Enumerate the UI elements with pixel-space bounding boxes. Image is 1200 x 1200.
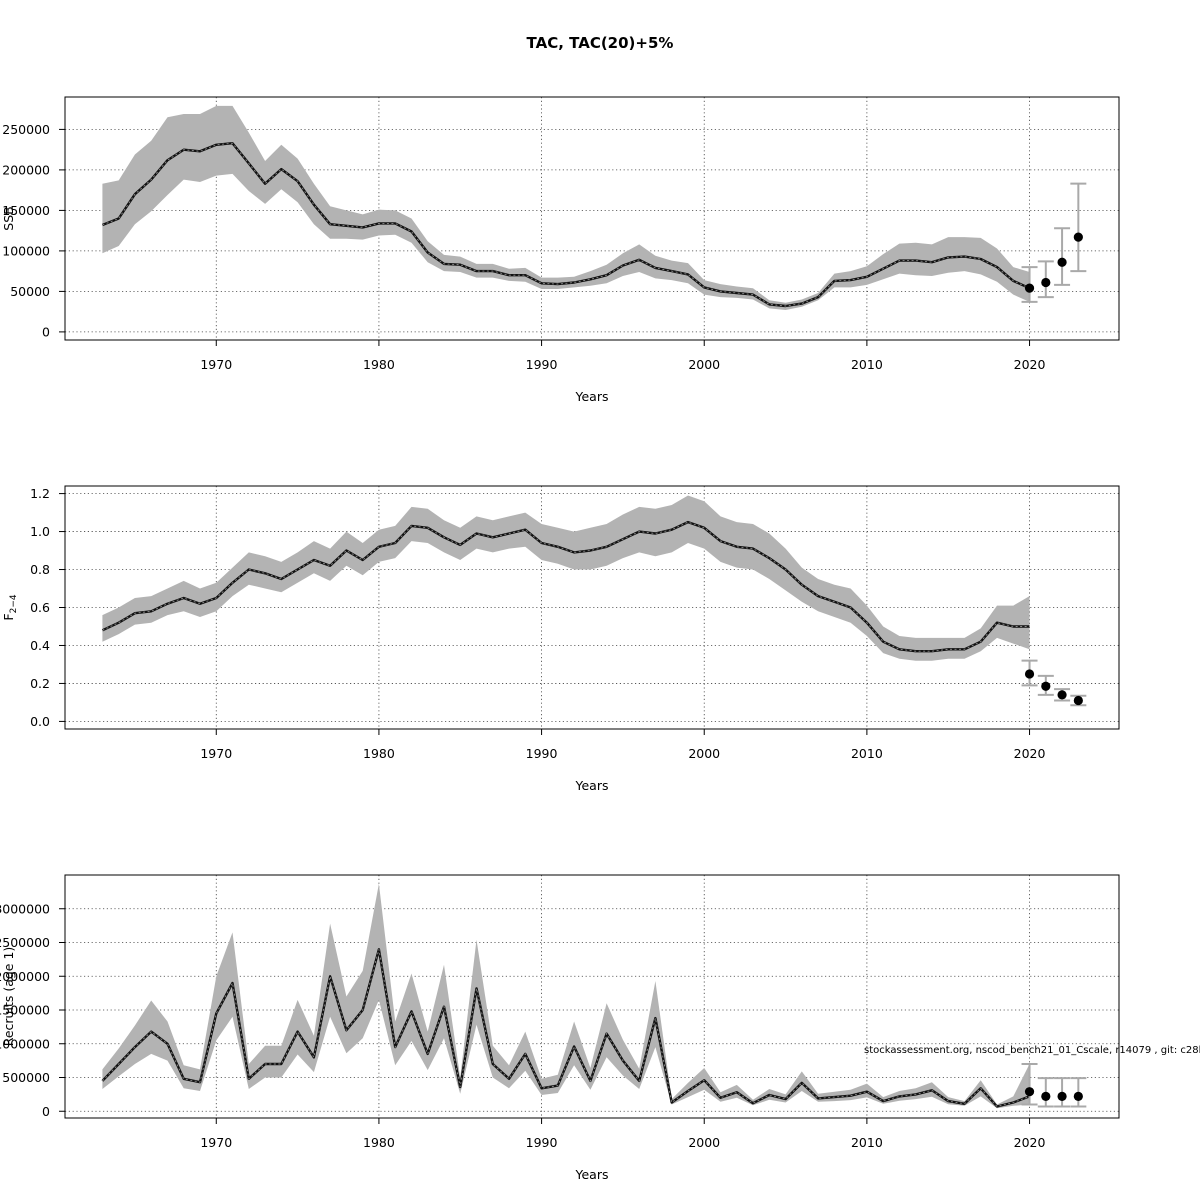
y-tick-label: 100000 xyxy=(2,243,50,258)
y-axis-label: SSB xyxy=(1,206,16,230)
y-tick-label: 1500000 xyxy=(0,1003,50,1018)
y-tick-label: 0.2 xyxy=(30,676,50,691)
projection-point xyxy=(1073,232,1083,242)
x-tick-label: 2010 xyxy=(851,746,883,761)
y-tick-label: 500000 xyxy=(2,1070,50,1085)
x-tick-label: 1980 xyxy=(363,357,395,372)
estimate-line-dash xyxy=(102,949,1030,1108)
y-tick-label: 1000000 xyxy=(0,1036,50,1051)
projection-point xyxy=(1024,669,1035,679)
x-tick-label: 2010 xyxy=(851,357,883,372)
x-tick-label: 1980 xyxy=(363,1135,395,1150)
y-tick-label: 0 xyxy=(42,324,50,339)
y-tick-label: 2500000 xyxy=(0,935,50,950)
plot-frame xyxy=(64,96,1120,341)
y-tick-label: 250000 xyxy=(2,122,50,137)
projection-point xyxy=(1057,1091,1067,1101)
x-tick-label: 1990 xyxy=(526,357,558,372)
x-tick-label: 2020 xyxy=(1014,1135,1046,1150)
y-tick-label: 200000 xyxy=(2,162,50,177)
projection-point xyxy=(1024,283,1035,293)
x-tick-label: 2020 xyxy=(1014,357,1046,372)
fishing-mortality-panel: 1970 1980 1990 2000 2010 2020 0.0 0.2 0.4 0.6 0.8 1… xyxy=(1,485,1120,793)
y-tick-label: 1.0 xyxy=(30,524,50,539)
y-axis-label-main: SSB xyxy=(1,206,16,230)
y-tick-label: 2000000 xyxy=(0,969,50,984)
x-tick-label: 1970 xyxy=(200,357,232,372)
y-tick-label: 3000000 xyxy=(0,901,50,916)
x-axis-label: Years xyxy=(575,389,609,404)
projection-point xyxy=(1073,695,1083,706)
y-tick-label: 50000 xyxy=(10,284,50,299)
y-tick-label: 0.6 xyxy=(30,600,50,615)
figure-title: TAC, TAC(20)+5% xyxy=(527,34,674,52)
y-axis-label: F2−4 xyxy=(1,594,19,620)
projection-point xyxy=(1057,257,1067,267)
y-tick-label: 1.2 xyxy=(30,486,50,501)
x-tick-label: 2000 xyxy=(688,357,720,372)
projection-point xyxy=(1041,681,1051,691)
projection-point xyxy=(1057,690,1067,700)
ssb-panel: 1970 1980 1990 2000 2010 2020 0 50000 100000 1500… xyxy=(1,96,1120,404)
projection-point xyxy=(1073,1091,1083,1101)
confidence-band xyxy=(102,105,1030,311)
x-tick-label: 1970 xyxy=(200,746,232,761)
x-tick-label: 2000 xyxy=(688,746,720,761)
y-axis-label-main: Recruits (age 1) xyxy=(1,947,16,1047)
y-axis-label: Recruits (age 1) xyxy=(1,947,16,1047)
y-tick-label: 0.8 xyxy=(30,562,50,577)
estimate-line-dash xyxy=(102,521,1030,652)
plot-frame xyxy=(64,874,1120,1119)
y-axis-label-subscript: 2−4 xyxy=(9,594,19,613)
confidence-band xyxy=(102,883,1030,1109)
x-tick-label: 1990 xyxy=(526,746,558,761)
x-tick-label: 1980 xyxy=(363,746,395,761)
x-tick-label: 1970 xyxy=(200,1135,232,1150)
credit-text: stockassessment.org, nscod_bench21_01_Cs… xyxy=(864,1045,1200,1056)
x-axis-label: Years xyxy=(575,1167,609,1182)
projection-point xyxy=(1024,1087,1035,1097)
projection-point xyxy=(1041,277,1051,288)
y-tick-label: 0.4 xyxy=(30,638,50,653)
x-tick-label: 2020 xyxy=(1014,746,1046,761)
x-tick-label: 2010 xyxy=(851,1135,883,1150)
y-tick-label: 0 xyxy=(42,1104,50,1119)
y-tick-label: 150000 xyxy=(2,203,50,218)
x-axis-label: Years xyxy=(575,778,609,793)
confidence-band xyxy=(102,495,1030,661)
y-tick-label: 0.0 xyxy=(30,714,50,729)
plot-frame xyxy=(64,485,1120,730)
estimate-line-dash xyxy=(102,142,1030,307)
y-axis-label-main: F xyxy=(1,613,16,620)
x-tick-label: 1990 xyxy=(526,1135,558,1150)
recruitment-panel: 1970 1980 1990 2000 2010 2020 0 500000 1000000 15… xyxy=(0,874,1120,1182)
projection-point xyxy=(1041,1091,1051,1101)
x-tick-label: 2000 xyxy=(688,1135,720,1150)
